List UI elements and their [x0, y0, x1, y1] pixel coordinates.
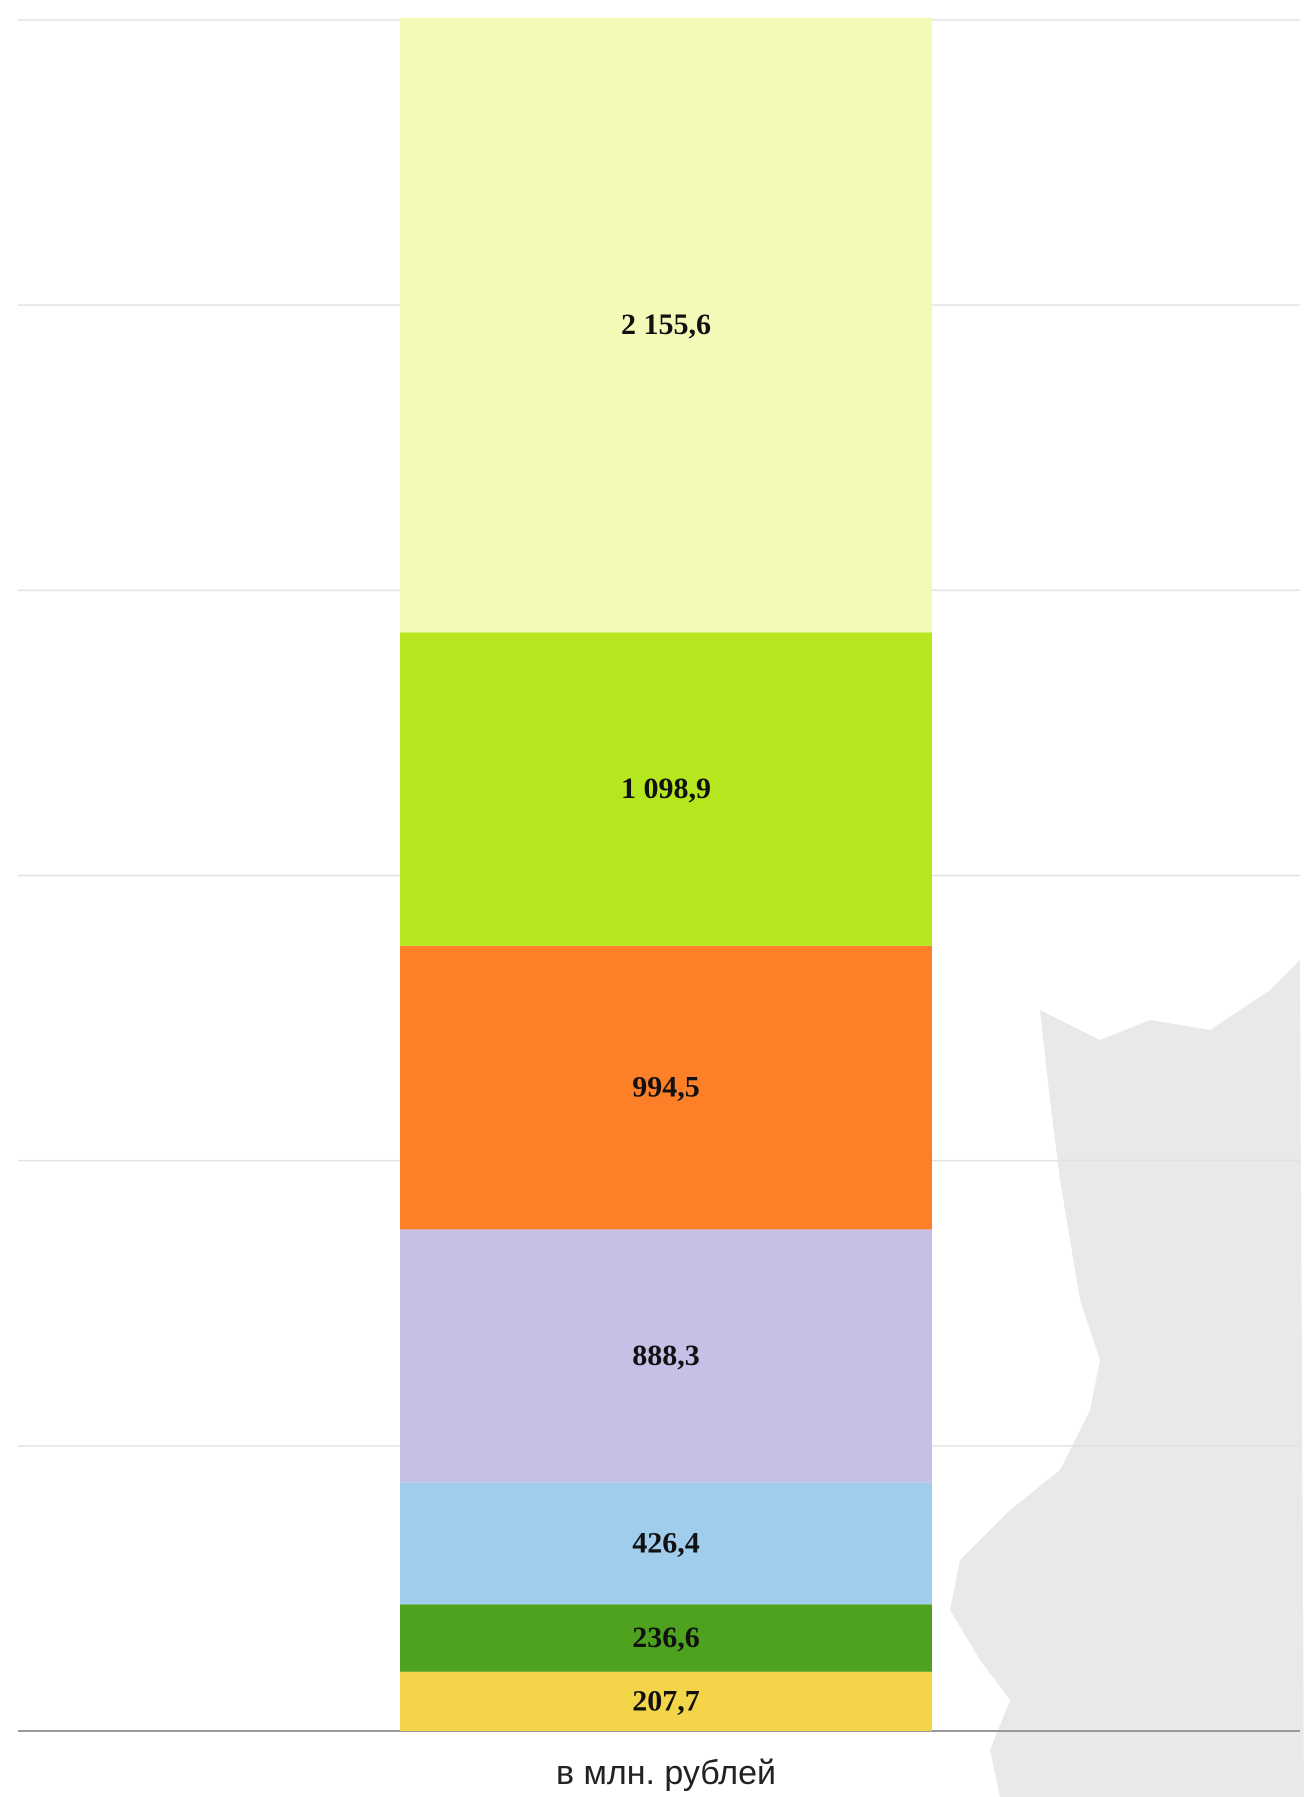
bar-segment: [400, 17, 932, 633]
value-label: 1 098,9: [621, 772, 711, 805]
bar-segment: [400, 632, 932, 946]
value-label: 888,3: [632, 1339, 700, 1372]
value-label: 236,6: [632, 1621, 700, 1654]
value-label: 2 155,6: [621, 308, 711, 341]
bar-segment: [400, 1229, 932, 1483]
value-label: 426,4: [632, 1526, 700, 1559]
bar-segment: [400, 1482, 932, 1605]
background-map: [950, 960, 1304, 1797]
bar-segment: [400, 1604, 932, 1672]
value-label: 207,7: [632, 1684, 700, 1717]
bar-segment: [400, 1671, 932, 1731]
bar-segment: [400, 945, 932, 1230]
x-tick-label: в млн. рублей: [556, 1754, 776, 1792]
value-label: 994,5: [632, 1070, 700, 1103]
